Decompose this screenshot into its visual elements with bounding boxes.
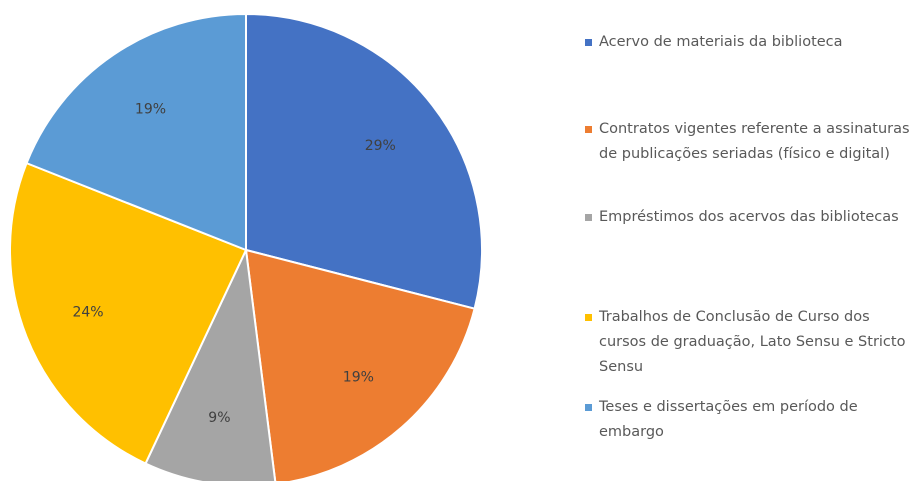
legend-swatch	[585, 214, 592, 221]
legend-swatch	[585, 404, 592, 411]
pie-slice	[9, 161, 248, 465]
legend-item: Empréstimos dos acervos das bibliotecas	[585, 205, 910, 230]
legend-label: Empréstimos dos acervos das bibliotecas	[599, 209, 899, 225]
legend-label: Contratos vigentes referente a assinatur…	[599, 121, 910, 162]
legend-swatch	[585, 126, 592, 133]
legend-item: Trabalhos de Conclusão de Curso dos curs…	[585, 305, 910, 380]
data-label: 24%	[72, 305, 103, 321]
legend-swatch	[585, 314, 592, 321]
pie-slice	[245, 12, 483, 310]
legend-swatch	[585, 39, 592, 46]
legend-item: Teses e dissertações em período de embar…	[585, 395, 910, 445]
data-label: 9%	[208, 410, 230, 426]
pie-slice	[144, 246, 277, 481]
legend-item: Acervo de materiais da biblioteca	[585, 30, 910, 55]
legend-label: Trabalhos de Conclusão de Curso dos curs…	[599, 309, 906, 375]
legend-label: Teses e dissertações em período de embar…	[599, 399, 858, 440]
data-label: 19%	[135, 101, 166, 117]
legend-item: Contratos vigentes referente a assinatur…	[585, 117, 910, 167]
legend-label: Acervo de materiais da biblioteca	[599, 34, 843, 50]
data-label: 19%	[343, 369, 374, 385]
pie-slice	[244, 248, 476, 481]
pie-slice	[25, 12, 247, 252]
data-label: 29%	[365, 138, 396, 154]
